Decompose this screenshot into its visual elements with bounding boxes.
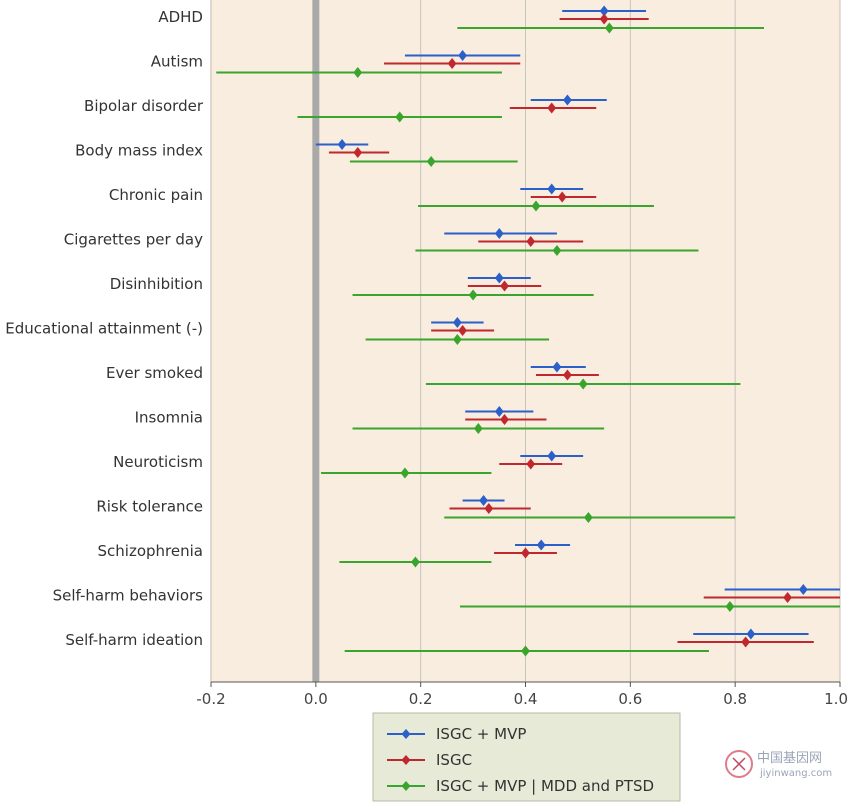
point-estimate	[468, 289, 478, 301]
point-estimate	[353, 147, 363, 158]
watermark-url: jiyinwang.com	[759, 768, 832, 779]
category-label: Bipolar disorder	[84, 97, 204, 115]
point-estimate	[447, 58, 457, 69]
category-label: Chronic pain	[109, 186, 203, 204]
point-estimate	[521, 547, 530, 559]
category-label: Schizophrenia	[98, 542, 203, 560]
watermark: 中国基因网 jiyinwang.com	[725, 750, 832, 779]
point-estimate	[500, 280, 509, 292]
category-label: ADHD	[158, 8, 203, 26]
point-estimate	[584, 512, 593, 523]
x-tick-label: 0.0	[304, 690, 328, 708]
point-estimate	[452, 334, 462, 345]
point-estimate	[337, 139, 347, 150]
category-label: Body mass index	[75, 142, 203, 160]
legend-marker	[401, 781, 411, 791]
point-estimate	[494, 228, 504, 239]
grid-lines	[210, 0, 841, 682]
category-label: Cigarettes per day	[64, 231, 203, 249]
x-axis: -0.2 0.0 0.2 0.4 0.6 0.8 1.0	[196, 681, 848, 708]
point-estimate	[521, 645, 530, 657]
legend-label: ISGC + MVP	[436, 725, 526, 743]
category-label: Neuroticism	[113, 453, 203, 471]
point-estimate	[526, 236, 536, 247]
legend-items: ISGC + MVP ISGC ISGC + MVP | MDD and PTSD	[387, 725, 654, 795]
watermark-dna-icon	[732, 757, 746, 771]
point-estimate	[552, 245, 562, 256]
point-estimate	[458, 325, 467, 336]
series-2	[328, 13, 840, 648]
point-estimate	[526, 458, 536, 470]
category-label: Self-harm ideation	[65, 631, 203, 649]
category-label: Self-harm behaviors	[53, 587, 204, 605]
x-tick-label: 1.0	[824, 690, 848, 708]
point-estimate	[547, 102, 557, 114]
category-label: Insomnia	[135, 409, 203, 427]
point-estimate	[563, 369, 572, 381]
series-3	[216, 22, 840, 657]
legend-marker	[401, 729, 411, 739]
category-label: Ever smoked	[106, 364, 203, 382]
x-tick-label: 0.4	[514, 690, 538, 708]
point-estimate	[578, 378, 588, 390]
x-tick-label: 0.8	[723, 690, 747, 708]
point-estimate	[353, 67, 363, 78]
point-estimate	[552, 361, 562, 373]
point-estimate	[536, 539, 546, 551]
point-estimate	[395, 111, 405, 123]
point-estimate	[741, 636, 751, 648]
watermark-logo	[725, 750, 753, 778]
point-estimate	[426, 156, 436, 167]
point-estimate	[494, 406, 504, 417]
point-estimate	[531, 200, 541, 212]
legend-item: ISGC + MVP	[387, 725, 526, 743]
point-estimate	[400, 467, 410, 479]
point-estimate	[604, 22, 614, 34]
category-label: Disinhibition	[110, 275, 203, 293]
series-marks	[216, 5, 840, 657]
point-estimate	[547, 183, 557, 195]
point-estimate	[563, 94, 572, 106]
legend-label: ISGC	[436, 751, 472, 769]
category-label: Educational attainment (-)	[5, 320, 203, 338]
point-estimate	[599, 13, 609, 25]
point-estimate	[452, 317, 462, 328]
point-estimate	[725, 601, 735, 612]
point-estimate	[479, 495, 488, 506]
x-tick-label: -0.2	[196, 690, 225, 708]
category-label: Autism	[151, 53, 203, 71]
series-1	[315, 5, 840, 640]
category-label: Risk tolerance	[96, 498, 203, 516]
point-estimate	[547, 450, 557, 462]
point-estimate	[783, 592, 792, 603]
legend: ISGC + MVP ISGC ISGC + MVP | MDD and PTSD	[372, 712, 681, 802]
legend-marker	[401, 755, 411, 765]
point-estimate	[473, 423, 483, 434]
point-estimate	[557, 191, 567, 203]
point-estimate	[494, 272, 504, 284]
point-estimate	[411, 556, 420, 568]
legend-item: ISGC + MVP | MDD and PTSD	[387, 777, 654, 795]
legend-item: ISGC	[387, 751, 472, 769]
category-labels: ADHD Autism Bipolar disorder Body mass inde…	[5, 8, 204, 649]
point-estimate	[798, 584, 808, 595]
watermark-title: 中国基因网	[757, 751, 822, 766]
point-estimate	[746, 628, 756, 640]
point-estimate	[484, 503, 494, 514]
x-tick-label: 0.2	[409, 690, 433, 708]
point-estimate	[599, 5, 609, 17]
point-estimate	[458, 50, 467, 61]
legend-label: ISGC + MVP | MDD and PTSD	[436, 777, 654, 795]
x-tick-label: 0.6	[618, 690, 642, 708]
point-estimate	[500, 414, 509, 425]
